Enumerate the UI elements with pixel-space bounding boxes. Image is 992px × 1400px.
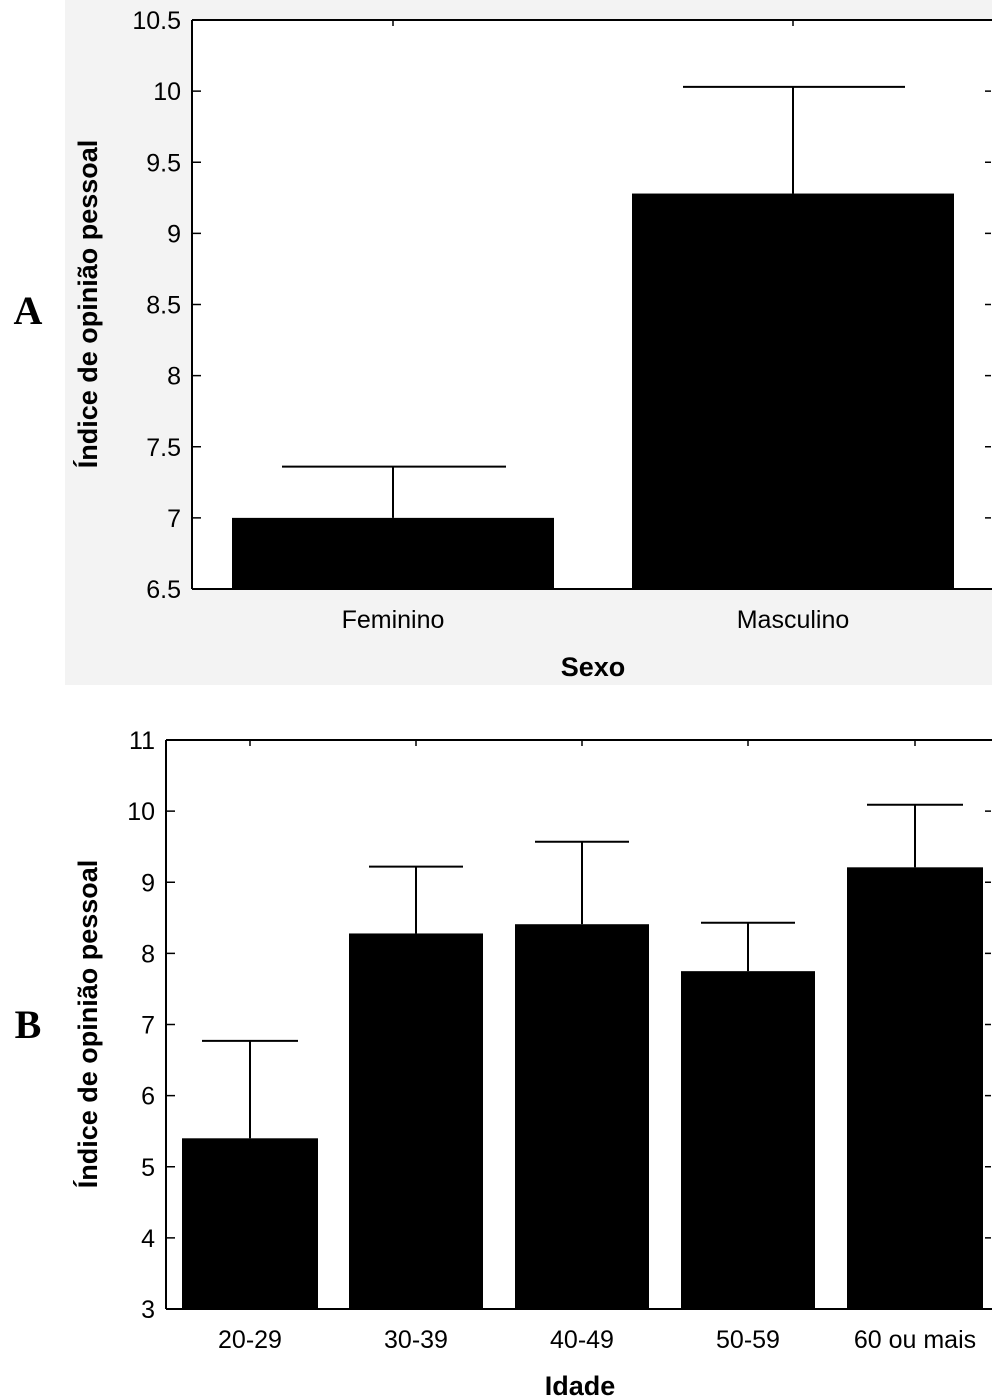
panel-b-y-tick-label-1: 3	[141, 1296, 155, 1324]
panel-b-x-tick-labels: 20-29 30-39 40-49 50-59 60 ou mais	[218, 1326, 976, 1354]
panel-a-axes	[191, 19, 992, 590]
panel-b-bar-5	[847, 867, 983, 1309]
panel-b-y-tick-label-9: 11	[129, 727, 155, 755]
panel-a-y-tick-label-4: 8	[167, 363, 181, 391]
panel-a-x-tick-label-1: Feminino	[342, 606, 445, 634]
panel-a-y-tick-label-6: 9	[167, 220, 181, 248]
panel-a-y-tick-label-2: 7	[167, 505, 181, 533]
panel-b-bar-4	[681, 971, 815, 1309]
panel-b-x-tick-label-5: 60 ou mais	[854, 1326, 976, 1354]
panel-a-letter: A	[14, 288, 43, 333]
panel-b-x-tick-label-1: 20-29	[218, 1326, 282, 1354]
panel-a-y-tick-label-9: 10.5	[132, 7, 181, 35]
panel-a-bar-2	[632, 193, 954, 590]
panel-a-y-tick-label-3: 7.5	[146, 434, 181, 462]
chart-panel-b: B 3 4 5 6 7 8 9 10 11 20-29 30-39 40-49 50-59 60 ou …	[15, 727, 992, 1400]
panel-b-y-tick-label-6: 8	[141, 940, 155, 968]
panel-a-bar-1	[232, 517, 554, 589]
panel-a-y-ticks: 6.5 7 7.5 8 8.5 9 9.5 10 10.5	[132, 7, 991, 604]
panel-b-y-axis-title: Índice de opinião pessoal	[72, 860, 103, 1189]
panel-b-y-tick-label-8: 10	[127, 798, 155, 826]
panel-a-x-tick-label-2: Masculino	[737, 606, 850, 634]
panel-a-y-tick-label-5: 8.5	[146, 292, 181, 320]
panel-b-bars	[182, 867, 983, 1309]
panel-a-y-tick-label-7: 9.5	[146, 149, 181, 177]
chart-panel-a: A 6.5 7 7.5 8 8.5 9 9.5 10 10.5 Feminino Masculin…	[14, 0, 992, 685]
panel-a-error-bars	[282, 85, 905, 518]
panel-a-x-tick-labels: Feminino Masculino	[342, 606, 850, 634]
panel-b-y-tick-label-4: 6	[141, 1083, 155, 1111]
panel-b-y-tick-label-7: 9	[141, 869, 155, 897]
panel-b-x-tick-label-4: 50-59	[716, 1326, 780, 1354]
panel-b-letter: B	[15, 1002, 42, 1047]
panel-b-bar-3	[515, 924, 649, 1309]
panel-b-bar-2	[349, 933, 483, 1309]
panel-b-bar-1	[182, 1138, 318, 1309]
panel-b-x-tick-label-3: 40-49	[550, 1326, 614, 1354]
panel-a-y-tick-label-8: 10	[153, 78, 181, 106]
panel-b-axes	[165, 739, 992, 1310]
panel-b-error-bars	[202, 803, 963, 1139]
panel-a-y-axis-title: Índice de opinião pessoal	[72, 140, 103, 469]
panel-a-y-tick-label-1: 6.5	[146, 576, 181, 604]
panel-b-y-tick-label-5: 7	[141, 1012, 155, 1040]
panel-b-x-tick-label-2: 30-39	[384, 1326, 448, 1354]
panel-b-y-tick-label-2: 4	[141, 1225, 155, 1253]
panel-a-x-axis-title: Sexo	[561, 652, 626, 682]
panel-a-bars	[232, 193, 954, 590]
panel-b-y-tick-label-3: 5	[141, 1154, 155, 1182]
panel-b-x-axis-title: Idade	[545, 1371, 616, 1400]
panel-b-y-ticks: 3 4 5 6 7 8 9 10 11	[127, 727, 991, 1324]
